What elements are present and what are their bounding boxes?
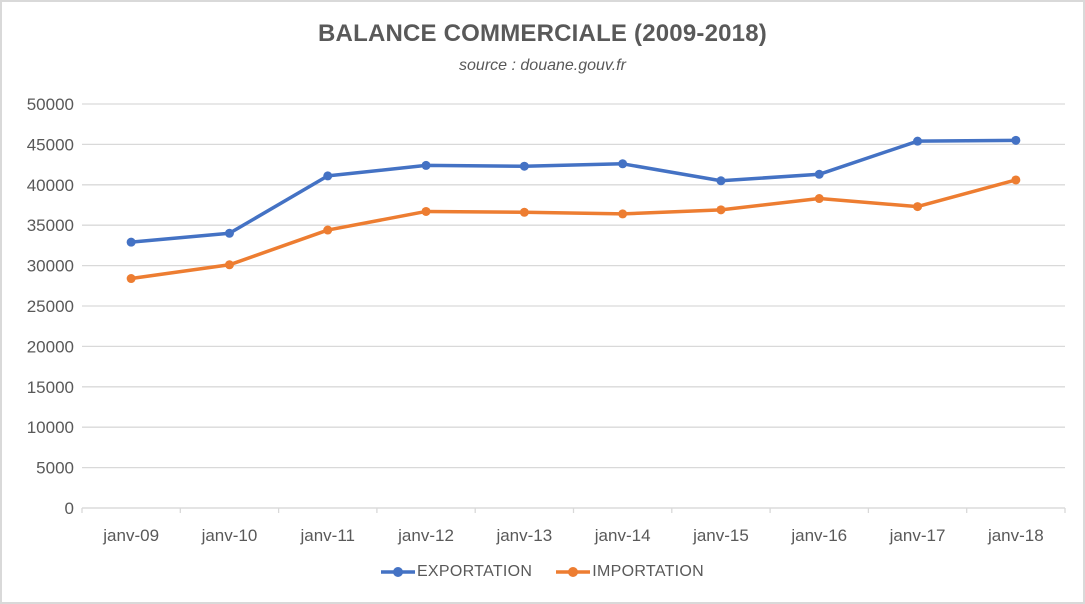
x-axis-label: janv-11 (300, 526, 356, 545)
data-point-exportation (913, 136, 923, 146)
data-point-importation (814, 194, 824, 204)
data-point-exportation (126, 237, 136, 247)
y-axis-label: 25000 (27, 297, 74, 316)
series-line-exportation (129, 138, 1018, 244)
data-point-exportation (224, 228, 234, 238)
y-axis-label: 10000 (27, 418, 74, 437)
x-axis-label: janv-17 (889, 526, 946, 545)
x-axis-label: janv-10 (201, 526, 258, 545)
data-point-exportation (814, 169, 824, 179)
y-axis-label: 35000 (27, 216, 74, 235)
y-axis-label: 5000 (36, 459, 74, 478)
data-point-importation (1011, 175, 1021, 185)
data-point-exportation (323, 171, 333, 181)
series-line-importation (129, 178, 1018, 281)
chart-title: BALANCE COMMERCIALE (2009-2018) (318, 20, 767, 47)
chart-subtitle: source : douane.gouv.fr (459, 57, 626, 74)
y-axis-label: 50000 (27, 95, 74, 114)
data-point-importation (323, 225, 333, 235)
y-axis-label: 40000 (27, 176, 74, 195)
legend-marker-exportation-icon (380, 567, 415, 577)
legend-marker-importation-icon (556, 567, 591, 577)
data-point-importation (519, 207, 529, 217)
y-axis-label: 15000 (27, 378, 74, 397)
x-axis-label: janv-14 (594, 526, 651, 545)
data-point-importation (126, 274, 136, 284)
y-axis-label: 45000 (27, 135, 74, 154)
data-point-importation (716, 205, 726, 215)
legend-label-importation: IMPORTATION (592, 563, 705, 580)
data-point-importation (421, 206, 431, 216)
data-point-exportation (1011, 135, 1021, 145)
x-axis-label: janv-09 (102, 526, 159, 545)
legend-item-importation: IMPORTATION (556, 563, 704, 581)
x-axis-label: janv-12 (397, 526, 454, 545)
x-axis-label: janv-16 (790, 526, 847, 545)
y-axis-label: 0 (65, 499, 74, 518)
data-point-importation (913, 202, 923, 212)
y-axis-label: 20000 (27, 337, 74, 356)
data-point-exportation (421, 160, 431, 170)
x-axis-label: janv-18 (987, 526, 1044, 545)
data-point-importation (618, 209, 628, 219)
data-point-importation (224, 260, 234, 270)
data-point-exportation (716, 176, 726, 186)
x-axis-label: janv-13 (495, 526, 552, 545)
legend-label-exportation: EXPORTATION (416, 563, 533, 580)
y-axis-label: 30000 (27, 257, 74, 276)
legend-item-exportation: EXPORTATION (380, 563, 533, 581)
data-point-exportation (618, 159, 628, 169)
data-point-exportation (519, 161, 529, 171)
x-axis-label: janv-15 (692, 526, 749, 545)
legend-dot-exportation (392, 567, 403, 577)
legend-dot-importation (568, 567, 579, 577)
legend: EXPORTATION IMPORTATION (2, 563, 1083, 581)
